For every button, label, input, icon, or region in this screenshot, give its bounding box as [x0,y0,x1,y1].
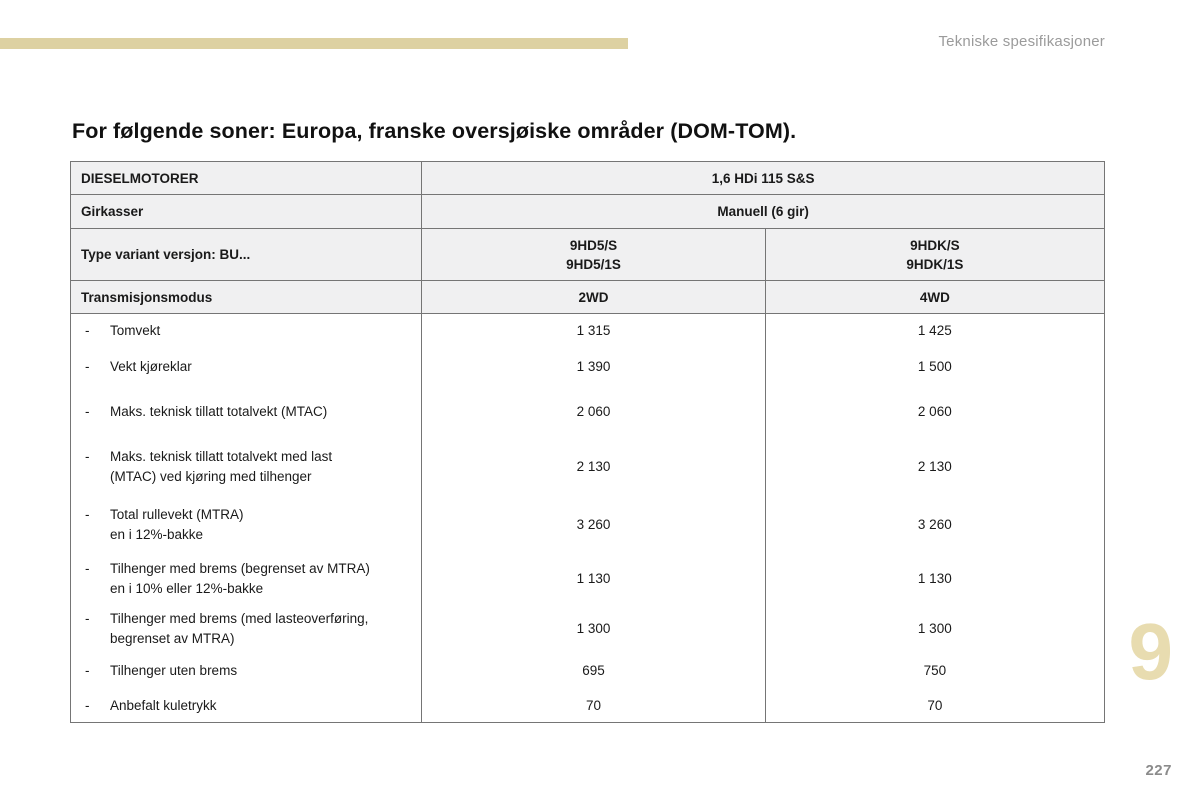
dash-bullet: - [85,698,90,713]
spec-value-4wd: 70 [764,690,1104,722]
variant-row-label: Type variant versjon: BU... [81,247,251,262]
spec-value-4wd: 1 130 [764,553,1104,605]
engine-row-label: DIESELMOTORER [81,170,199,186]
spec-value-2wd: 70 [421,690,764,722]
dash-bullet: - [85,323,90,338]
variant-2wd-value: 9HD5/S 9HD5/1S [421,229,764,280]
spec-value-2wd: 1 130 [421,553,764,605]
spec-value-2wd: 1 390 [421,348,764,386]
spec-label: Anbefalt kuletrykk [110,698,217,713]
spec-value-4wd: 3 260 [764,497,1104,553]
spec-value-2wd: 1 315 [421,314,764,348]
table-row-transmission: Transmisjonsmodus 2WD 4WD [71,281,1104,314]
spec-value-4wd: 2 060 [764,386,1104,437]
spec-label: Vekt kjøreklar [110,359,192,374]
spec-label: Tilhenger uten brems [110,663,238,678]
transmission-4wd-value: 4WD [764,281,1104,313]
gearbox-row-value: Manuell (6 gir) [421,195,1104,228]
spec-value-2wd: 695 [421,652,764,690]
table-row: - Maks. teknisk tillatt totalvekt med las… [71,437,1104,497]
spec-value-2wd: 3 260 [421,497,764,553]
spec-label: Tomvekt [110,323,161,338]
table-row: - Tilhenger med brems (begrenset av MTRA)… [71,553,1104,605]
spec-label: Tilhenger med brems (med lasteoverføring… [110,610,369,646]
table-row: - Anbefalt kuletrykk 70 70 [71,690,1104,722]
spec-value-2wd: 2 060 [421,386,764,437]
table-row: - Vekt kjøreklar 1 390 1 500 [71,348,1104,386]
dash-bullet: - [85,449,90,464]
spec-value-4wd: 2 130 [764,437,1104,497]
chapter-number: 9 [1128,607,1174,696]
spec-label: Tilhenger med brems (begrenset av MTRA) … [110,561,370,596]
spec-value-4wd: 1 300 [764,605,1104,652]
spec-label: Maks. teknisk tillatt totalvekt med last… [110,449,333,484]
spec-value-4wd: 1 500 [764,348,1104,386]
running-header: Tekniske spesifikasjoner [938,33,1105,50]
table-row: - Tilhenger med brems (med lasteoverførin… [71,605,1104,652]
specs-table: DIESELMOTORER 1,6 HDi 115 S&S Girkasser … [70,161,1105,723]
table-row: - Maks. teknisk tillatt totalvekt (MTAC) … [71,386,1104,437]
dash-bullet: - [85,359,90,374]
table-row-gearbox: Girkasser Manuell (6 gir) [71,195,1104,229]
accent-bar [0,38,628,49]
spec-label: Total rullevekt (MTRA) en i 12%-bakke [110,507,244,542]
spec-label: Maks. teknisk tillatt totalvekt (MTAC) [110,403,328,419]
table-row-variant: Type variant versjon: BU... 9HD5/S 9HD5/… [71,229,1104,281]
gearbox-row-label: Girkasser [81,204,144,219]
table-row-engine: DIESELMOTORER 1,6 HDi 115 S&S [71,162,1104,195]
dash-bullet: - [85,507,90,522]
dash-bullet: - [85,663,90,678]
spec-value-4wd: 750 [764,652,1104,690]
dash-bullet: - [85,561,90,576]
spec-value-2wd: 2 130 [421,437,764,497]
spec-value-2wd: 1 300 [421,605,764,652]
page-number: 227 [1145,762,1172,779]
page-title: For følgende soner: Europa, franske over… [72,119,797,143]
table-row: - Tilhenger uten brems 695 750 [71,652,1104,690]
engine-row-value: 1,6 HDi 115 S&S [421,162,1104,194]
dash-bullet: - [85,610,90,626]
transmission-row-label: Transmisjonsmodus [81,289,213,305]
dash-bullet: - [85,403,90,419]
spec-value-4wd: 1 425 [764,314,1104,348]
transmission-2wd-value: 2WD [421,281,764,313]
table-row: - Tomvekt 1 315 1 425 [71,314,1104,348]
table-row: - Total rullevekt (MTRA) en i 12%-bakke 3… [71,497,1104,553]
variant-4wd-value: 9HDK/S 9HDK/1S [764,229,1104,280]
